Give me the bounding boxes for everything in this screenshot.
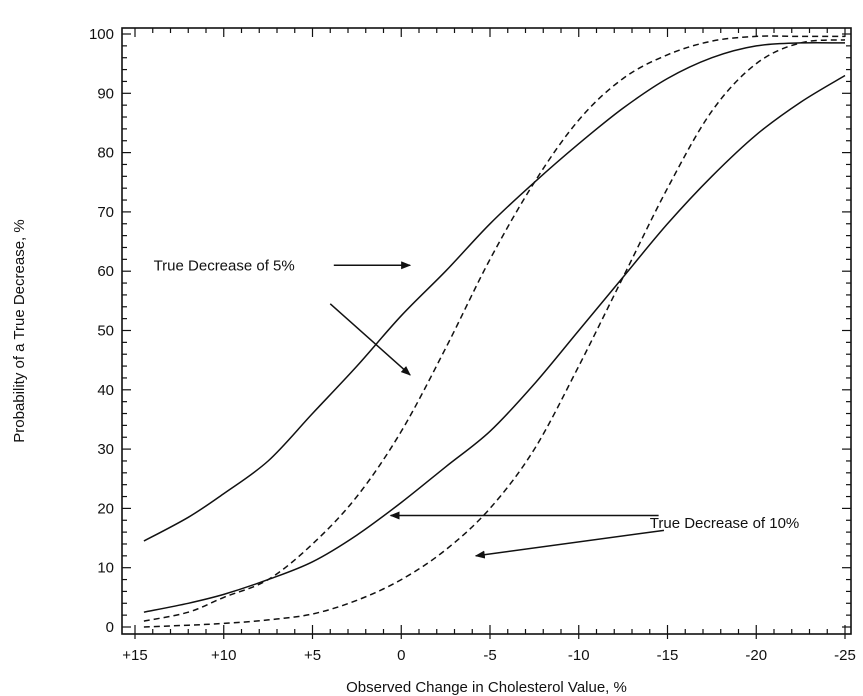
x-tick-label: +15: [122, 647, 147, 664]
y-tick-label: 90: [97, 85, 114, 102]
x-tick-label: +5: [304, 647, 321, 664]
plot-frame: [121, 27, 852, 635]
y-tick-label: 40: [97, 382, 114, 399]
series-line-4: [143, 39, 846, 628]
annotation-label-1: True Decrease of 5%: [154, 257, 295, 274]
x-tick-label: +10: [211, 647, 236, 664]
axis-ticks: [122, 28, 851, 639]
y-tick-label: 70: [97, 204, 114, 221]
x-tick-label: -5: [483, 647, 496, 664]
x-tick-labels: +15 +10 +5 0 -5 -10 -15 -20 -25: [122, 647, 856, 664]
x-tick-label: -20: [745, 647, 767, 664]
annotation-arrow-2-2: [474, 529, 665, 559]
x-tick-label: -15: [657, 647, 679, 664]
series-line-2: [143, 35, 845, 622]
annotations: True Decrease of 5% True Decrease of 10%: [154, 257, 800, 559]
y-tick-label: 100: [89, 26, 114, 43]
y-tick-label: 50: [97, 323, 114, 340]
x-tick-label: -25: [834, 647, 856, 664]
x-axis-title: Observed Change in Cholesterol Value, %: [346, 679, 627, 696]
y-tick-labels: 0 10 20 30 40 50 60 70 80 90 100: [89, 26, 114, 636]
series-line-1: [143, 41, 846, 542]
y-axis-title: Probability of a True Decrease, %: [11, 219, 28, 442]
y-tick-label: 30: [97, 441, 114, 458]
y-tick-label: 60: [97, 263, 114, 280]
curves: [143, 35, 846, 628]
y-tick-label: 0: [106, 619, 114, 636]
annotation-arrow-1-2: [329, 303, 411, 376]
y-tick-label: 80: [97, 145, 114, 162]
y-tick-label: 20: [97, 500, 114, 517]
annotation-label-2: True Decrease of 10%: [650, 515, 800, 532]
y-tick-label: 10: [97, 560, 114, 577]
x-tick-label: 0: [397, 647, 405, 664]
x-tick-label: -10: [568, 647, 590, 664]
series-line-3: [143, 74, 846, 613]
